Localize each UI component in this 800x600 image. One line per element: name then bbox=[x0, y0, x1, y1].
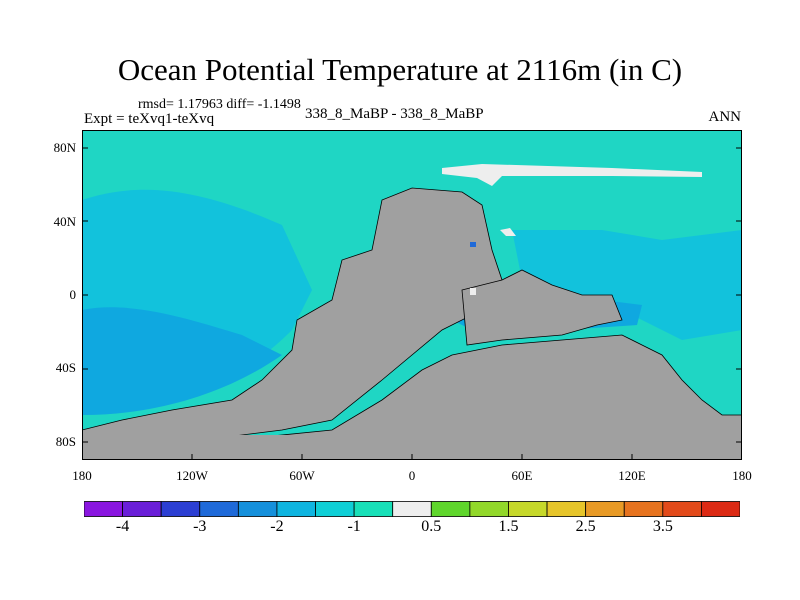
ocean-cool-region-east bbox=[512, 230, 742, 340]
colorbar-swatch bbox=[84, 501, 123, 517]
white-patch-east bbox=[500, 228, 516, 236]
colorbar-tick-label: 1.5 bbox=[498, 518, 519, 535]
latitude-tick-label: 40S bbox=[55, 360, 76, 376]
land-asia-australia bbox=[82, 334, 742, 460]
colorbar-swatch bbox=[353, 501, 394, 517]
colorbar-swatch bbox=[701, 501, 740, 517]
colorbar-tick-label: -1 bbox=[347, 518, 361, 535]
experiment-label: Expt = teXvq1-teXvq bbox=[84, 111, 215, 127]
tick-marks bbox=[82, 147, 742, 460]
colorbar-tick-label: 3.5 bbox=[652, 518, 673, 535]
colorbar-swatch bbox=[430, 501, 471, 517]
season-label: ANN bbox=[708, 109, 742, 125]
ocean-cold-region bbox=[82, 307, 282, 415]
map-plot bbox=[82, 130, 742, 460]
colorbar-tick-label: -2 bbox=[270, 518, 284, 535]
colorbar-swatch bbox=[469, 501, 509, 517]
colorbar-swatch bbox=[623, 501, 664, 517]
longitude-tick-label: 60E bbox=[511, 468, 533, 483]
colorbar-swatch bbox=[237, 501, 278, 517]
colorbar-swatch bbox=[315, 501, 355, 517]
colorbar-swatch bbox=[160, 501, 201, 517]
latitude-tick-label: 80N bbox=[53, 140, 76, 156]
colorbar-swatch bbox=[662, 501, 702, 517]
case-label: 338_8_MaBP - 338_8_MaBP bbox=[305, 106, 484, 122]
colorbar-tick-label: 0.5 bbox=[421, 518, 442, 535]
latitude-tick-label: 80S bbox=[55, 433, 76, 449]
colorbar-swatch bbox=[122, 501, 162, 517]
colorbar-tick-label: 2.5 bbox=[575, 518, 596, 535]
latitude-tick-label: 0 bbox=[69, 287, 77, 302]
latitude-tick-label: 40N bbox=[53, 213, 76, 229]
longitude-tick-label: 0 bbox=[408, 468, 416, 483]
colorbar-swatch bbox=[276, 501, 316, 517]
land-americas bbox=[82, 187, 503, 441]
longitude-tick-label: 60W bbox=[289, 468, 315, 483]
colorbar-tick-label: -3 bbox=[193, 518, 207, 535]
colorbar-swatch bbox=[508, 501, 548, 517]
colorbar-swatch bbox=[585, 501, 625, 517]
longitude-tick-label: 180 bbox=[72, 468, 92, 483]
longitude-tick-label: 120W bbox=[176, 468, 208, 483]
colorbar-tick-label: -4 bbox=[115, 518, 130, 535]
longitude-tick-label: 120E bbox=[618, 468, 646, 483]
arctic-white-region bbox=[442, 164, 702, 186]
colorbar-swatch bbox=[546, 501, 587, 517]
colorbar bbox=[84, 501, 740, 517]
land-africa-eurasia bbox=[461, 269, 623, 346]
colorbar-swatch bbox=[199, 501, 239, 517]
cold-patch bbox=[470, 242, 476, 247]
white-patch bbox=[470, 288, 476, 295]
stats-label: rmsd= 1.17963 diff= -1.1498 bbox=[138, 97, 301, 112]
colorbar-swatch bbox=[392, 501, 432, 517]
longitude-tick-label: 180 bbox=[732, 468, 752, 483]
map-title: Ocean Potential Temperature at 2116m (in… bbox=[117, 52, 683, 87]
